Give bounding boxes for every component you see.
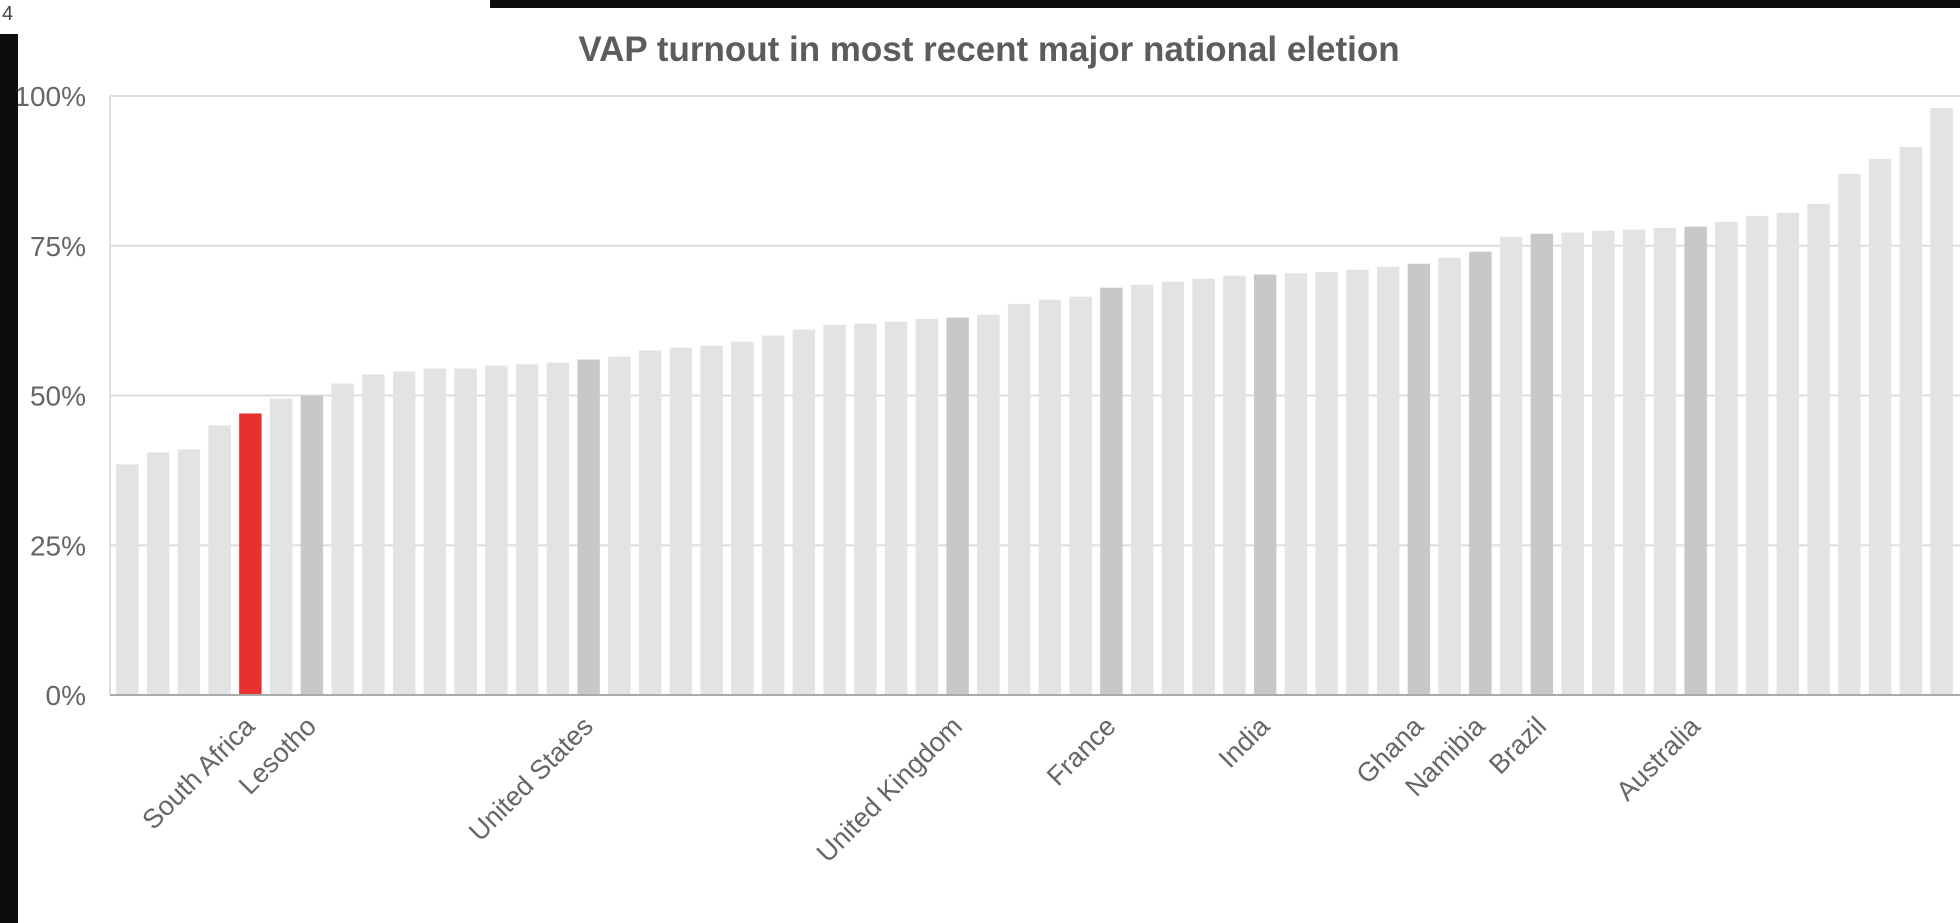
bar-59 xyxy=(1930,107,1953,696)
bar-34 xyxy=(1161,281,1185,695)
bar-38 xyxy=(1284,273,1308,695)
chart-panel: VAP turnout in most recent major nationa… xyxy=(18,8,1960,923)
bar-53 xyxy=(1745,215,1769,696)
bar-58 xyxy=(1899,146,1923,696)
bar-6 xyxy=(300,395,324,695)
bar-49 xyxy=(1622,229,1646,695)
bars xyxy=(116,107,1953,696)
bar-45 xyxy=(1499,236,1523,695)
bar-1 xyxy=(146,452,170,695)
x-category-label: Brazil xyxy=(1483,711,1552,780)
bar-43 xyxy=(1438,257,1461,695)
bar-23 xyxy=(823,324,846,695)
bar-15 xyxy=(577,359,600,695)
bar-8 xyxy=(362,374,385,695)
axes: 0% 25% 50% 75% 100% xyxy=(18,81,1960,711)
bar-4 xyxy=(239,413,262,695)
bar-28 xyxy=(977,314,1000,695)
bar-46 xyxy=(1530,233,1554,695)
bar-11 xyxy=(454,368,477,695)
bar-14 xyxy=(546,362,570,695)
bar-41 xyxy=(1376,266,1400,695)
bar-39 xyxy=(1315,272,1338,695)
bar-5 xyxy=(269,398,293,695)
x-category-label: France xyxy=(1041,711,1122,792)
bar-44 xyxy=(1469,251,1492,696)
bar-29 xyxy=(1007,303,1031,695)
bar-26 xyxy=(915,318,939,695)
bar-9 xyxy=(392,371,416,695)
bar-54 xyxy=(1776,212,1800,695)
chart-title: VAP turnout in most recent major nationa… xyxy=(578,30,1400,69)
bar-13 xyxy=(515,364,539,695)
y-tick-label-75: 75% xyxy=(30,231,86,262)
x-category-label: United Kingdom xyxy=(811,711,968,868)
x-category-label: United States xyxy=(463,711,599,847)
bar-21 xyxy=(761,335,785,695)
bar-31 xyxy=(1069,296,1092,695)
bar-10 xyxy=(423,368,447,695)
bar-24 xyxy=(854,323,877,695)
bar-52 xyxy=(1715,221,1738,696)
bar-25 xyxy=(884,321,908,695)
bar-57 xyxy=(1868,158,1892,695)
bar-7 xyxy=(331,383,354,695)
bar-35 xyxy=(1192,278,1215,695)
bar-16 xyxy=(608,356,631,695)
bar-48 xyxy=(1592,230,1615,695)
x-category-label: Australia xyxy=(1610,710,1706,806)
y-tick-label-50: 50% xyxy=(30,381,86,412)
bar-36 xyxy=(1223,275,1246,695)
bar-40 xyxy=(1346,269,1369,695)
y-tick-label-100: 100% xyxy=(18,81,86,112)
bar-19 xyxy=(700,345,723,695)
bar-30 xyxy=(1038,299,1062,695)
bar-17 xyxy=(638,350,662,695)
bar-20 xyxy=(731,341,754,695)
bar-2 xyxy=(177,449,201,695)
bar-51 xyxy=(1684,226,1707,695)
bar-32 xyxy=(1100,287,1123,695)
bar-42 xyxy=(1407,263,1431,695)
bar-47 xyxy=(1561,232,1584,695)
y-tick-label-25: 25% xyxy=(30,530,86,561)
gridlines xyxy=(110,95,1960,547)
x-category-label: India xyxy=(1213,710,1276,773)
bar-27 xyxy=(946,317,969,695)
bar-22 xyxy=(792,329,816,695)
bar-56 xyxy=(1838,173,1861,695)
bar-33 xyxy=(1130,284,1154,695)
bar-55 xyxy=(1807,203,1830,695)
bar-18 xyxy=(669,347,693,695)
y-tick-label-0: 0% xyxy=(46,680,86,711)
bar-3 xyxy=(208,425,231,695)
bar-37 xyxy=(1253,274,1277,695)
bar-12 xyxy=(485,365,508,695)
bar-0 xyxy=(116,464,139,695)
bar-50 xyxy=(1653,227,1677,695)
